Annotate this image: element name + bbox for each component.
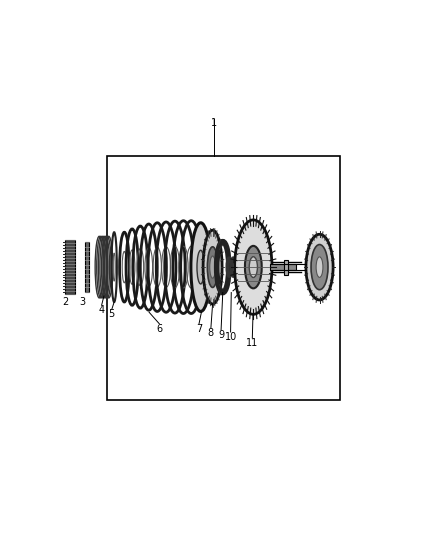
Ellipse shape [197, 251, 205, 284]
Ellipse shape [210, 256, 215, 278]
Text: 5: 5 [109, 309, 115, 319]
Bar [270, 264, 296, 270]
Text: 6: 6 [156, 324, 162, 334]
Text: 4: 4 [99, 305, 105, 315]
Text: 9: 9 [218, 330, 224, 340]
Text: 3: 3 [80, 297, 86, 307]
Ellipse shape [249, 257, 258, 278]
Text: 7: 7 [196, 324, 202, 334]
Bar [85, 243, 89, 292]
Text: 10: 10 [224, 332, 237, 342]
Text: 11: 11 [246, 338, 258, 348]
Ellipse shape [306, 235, 333, 300]
Text: 1: 1 [211, 118, 217, 128]
Bar [284, 260, 288, 274]
Ellipse shape [203, 230, 222, 304]
Bar [107, 156, 340, 400]
Ellipse shape [311, 245, 328, 289]
Ellipse shape [245, 246, 262, 288]
Text: 8: 8 [208, 328, 214, 338]
Bar [65, 240, 75, 294]
Ellipse shape [207, 247, 218, 287]
Text: 2: 2 [62, 297, 68, 307]
Ellipse shape [235, 220, 272, 314]
Ellipse shape [316, 257, 323, 277]
Ellipse shape [191, 223, 211, 311]
